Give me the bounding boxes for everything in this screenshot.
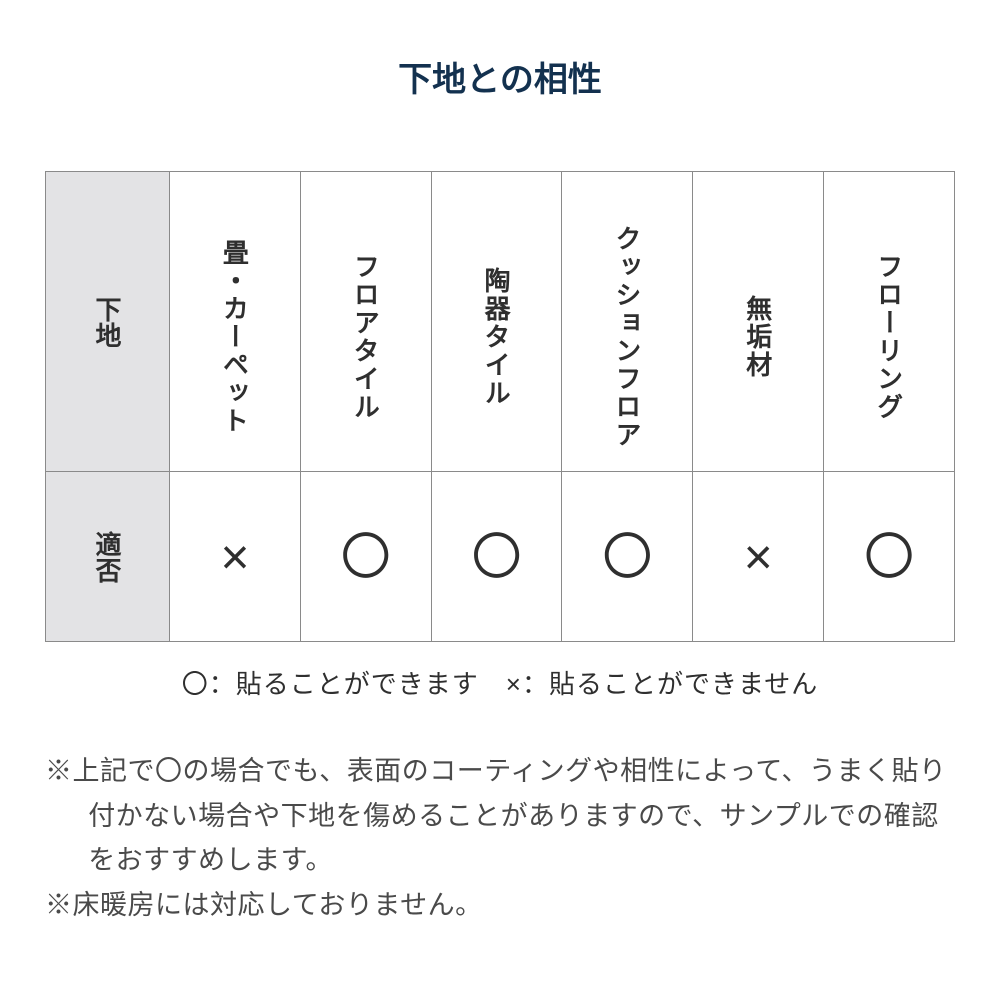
mark-cell: × [693, 472, 824, 642]
row-header-substrate: 下地 [46, 172, 170, 472]
col-header: 畳・カーペット [170, 172, 301, 472]
col-header: フローリング [824, 172, 955, 472]
compatibility-table: 下地 畳・カーペット フロアタイル 陶器タイル クッションフロア 無垢材 フロー… [45, 171, 955, 642]
note-line: ※床暖房には対応しておりません。 [45, 883, 955, 928]
page-title: 下地との相性 [45, 52, 955, 101]
notes-section: ※上記で〇の場合でも、表面のコーティングや相性によって、うまく貼り付かない場合や… [45, 749, 955, 927]
row-header-result: 適否 [46, 472, 170, 642]
note-line: ※上記で〇の場合でも、表面のコーティングや相性によって、うまく貼り付かない場合や… [45, 749, 955, 883]
col-header: クッションフロア [562, 172, 693, 472]
mark-cell: 〇 [562, 472, 693, 642]
legend-text: 〇：貼ることができます ×：貼ることができません [45, 664, 955, 701]
mark-cell: 〇 [824, 472, 955, 642]
col-header: 無垢材 [693, 172, 824, 472]
col-header: フロアタイル [300, 172, 431, 472]
col-header: 陶器タイル [431, 172, 562, 472]
table-header-row: 下地 畳・カーペット フロアタイル 陶器タイル クッションフロア 無垢材 フロー… [46, 172, 955, 472]
mark-cell: × [170, 472, 301, 642]
mark-cell: 〇 [300, 472, 431, 642]
mark-cell: 〇 [431, 472, 562, 642]
table-marks-row: 適否 × 〇 〇 〇 × 〇 [46, 472, 955, 642]
